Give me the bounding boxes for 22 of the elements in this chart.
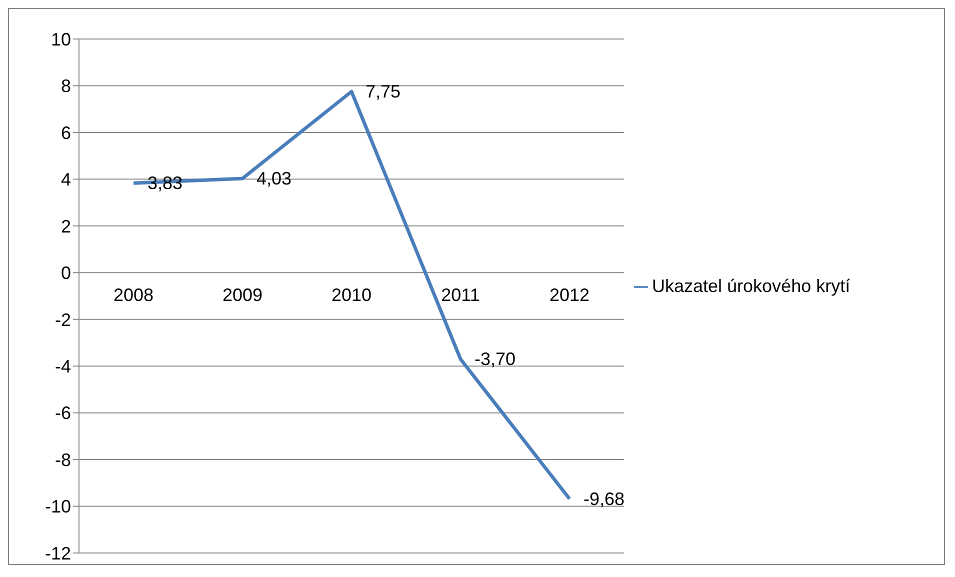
y-tick-label: 10 [50, 29, 71, 50]
y-tick-label: 2 [60, 216, 71, 236]
x-tick-label: 2010 [331, 285, 372, 306]
x-tick-label: 2008 [113, 285, 154, 306]
y-tick-label: -6 [54, 403, 71, 424]
x-tick-label: 2012 [549, 285, 590, 306]
data-label: -3,70 [474, 349, 516, 370]
y-tick-label: -4 [54, 356, 71, 376]
data-label: 7,75 [366, 82, 401, 102]
y-tick-label: -12 [44, 543, 71, 564]
x-tick-label: 2009 [222, 285, 263, 306]
y-tick-label: 4 [60, 170, 71, 190]
y-tick-label: -8 [54, 450, 71, 470]
y-tick-label: 0 [60, 263, 71, 284]
legend-label: Ukazatel úrokového krytí [652, 276, 850, 296]
data-label: -9,68 [584, 488, 625, 509]
data-label: 4,03 [256, 168, 292, 188]
y-tick-label: 6 [60, 122, 71, 143]
y-tick-label: -10 [44, 496, 71, 517]
y-tick-label: 8 [60, 76, 71, 96]
y-tick-label: -2 [54, 310, 71, 330]
x-tick-label: 2011 [441, 285, 480, 306]
